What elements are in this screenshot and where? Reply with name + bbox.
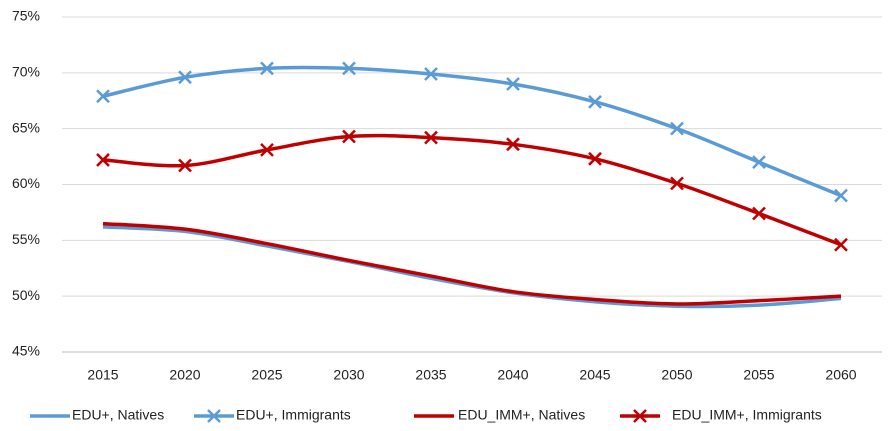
series-line: [102, 225, 842, 309]
y-tick-label: 60%: [12, 175, 40, 191]
marker: [424, 130, 438, 145]
marker: [424, 67, 438, 81]
legend-marker: [207, 409, 221, 423]
marker: [342, 129, 356, 144]
legend-label: EDU_IMM+, Natives: [458, 407, 585, 423]
x-tick-label: 2025: [251, 367, 282, 383]
marker: [752, 155, 766, 170]
y-tick-label: 70%: [12, 64, 40, 80]
x-tick-label: 2055: [743, 367, 774, 383]
marker: [670, 121, 684, 136]
x-tick-label: 2035: [415, 367, 446, 383]
marker: [178, 70, 192, 85]
marker: [506, 137, 520, 152]
marker: [260, 142, 274, 157]
legend-label: EDU+, Immigrants: [236, 407, 351, 423]
marker: [670, 176, 684, 191]
marker: [834, 188, 848, 203]
x-tick-label: 2020: [169, 367, 200, 383]
x-tick-label: 2060: [825, 367, 856, 383]
legend-label: EDU_IMM+, Immigrants: [672, 407, 822, 423]
series-line: [102, 133, 842, 247]
series-line: [102, 65, 842, 198]
y-tick-label: 50%: [12, 287, 40, 303]
series-line: [102, 221, 842, 306]
x-tick-label: 2045: [579, 367, 610, 383]
marker: [588, 151, 602, 166]
marker: [342, 61, 356, 76]
marker: [506, 77, 520, 91]
marker: [96, 89, 110, 104]
y-tick-label: 55%: [12, 231, 40, 247]
x-tick-label: 2015: [87, 367, 118, 383]
marker: [260, 61, 274, 76]
marker: [178, 158, 192, 173]
marker: [834, 237, 848, 252]
marker: [96, 153, 110, 167]
x-tick-label: 2030: [333, 367, 364, 383]
marker: [588, 94, 602, 109]
legend-marker: [633, 409, 647, 423]
legend-label: EDU+, Natives: [72, 407, 164, 423]
y-tick-label: 65%: [12, 119, 40, 135]
x-tick-label: 2050: [661, 367, 692, 383]
marker: [752, 206, 766, 221]
y-tick-label: 75%: [12, 8, 40, 24]
x-tick-label: 2040: [497, 367, 528, 383]
y-tick-label: 45%: [12, 343, 40, 359]
